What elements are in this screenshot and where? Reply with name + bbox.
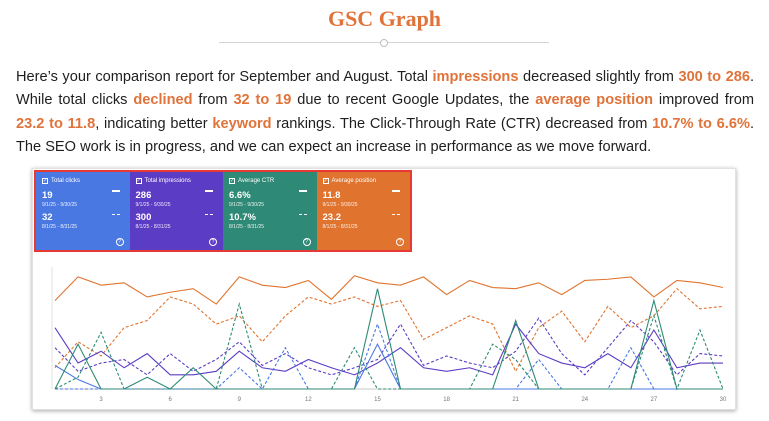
card-header: ✓ Average position xyxy=(322,178,405,184)
metric-card[interactable]: ✓ Average position 11.8 9/1/25 - 9/30/25 23.… xyxy=(316,172,410,250)
x-tick-label: 21 xyxy=(512,397,519,403)
metric-label: Average CTR xyxy=(238,178,275,184)
previous-range: 8/1/25 - 8/31/25 xyxy=(135,224,171,230)
current-value: 6.6% xyxy=(229,190,251,201)
divider-ornament xyxy=(380,39,388,47)
metric-card[interactable]: ✓ Total impressions 286 9/1/25 - 9/30/25 300… xyxy=(129,172,223,250)
solid-line-legend-icon xyxy=(205,190,213,192)
highlight-text: keyword xyxy=(212,115,272,132)
x-tick-label: 18 xyxy=(443,397,450,403)
metric-label: Average position xyxy=(331,178,377,184)
solid-line-legend-icon xyxy=(392,190,400,192)
x-tick-label: 15 xyxy=(374,397,381,403)
comparison-report-text: Here’s your comparison report for Septem… xyxy=(16,66,754,160)
current-range: 9/1/25 - 9/30/25 xyxy=(42,202,78,208)
x-tick-label: 6 xyxy=(169,397,173,403)
current-range: 9/1/25 - 9/30/25 xyxy=(229,202,265,208)
x-tick-label: 12 xyxy=(305,397,312,403)
help-icon[interactable]: ? xyxy=(396,238,404,246)
x-tick-label: 30 xyxy=(720,397,727,403)
series-line xyxy=(54,288,723,390)
report-text: decreased slightly from xyxy=(518,68,679,85)
highlight-text: 10.7% to 6.6% xyxy=(652,115,750,132)
current-value: 11.8 xyxy=(322,190,341,201)
previous-range: 8/1/25 - 8/31/25 xyxy=(42,224,78,230)
help-icon[interactable]: ? xyxy=(209,238,217,246)
highlight-text: impressions xyxy=(432,68,519,85)
solid-line-legend-icon xyxy=(111,190,120,192)
report-text: due to recent Google Updates, the xyxy=(291,92,536,109)
report-text: Here’s your comparison report for Septem… xyxy=(16,68,433,85)
x-tick-label: 3 xyxy=(99,397,103,403)
highlight-text: average position xyxy=(535,92,654,109)
metric-label: Total clicks xyxy=(51,178,81,184)
dashed-line-legend-icon xyxy=(298,214,307,215)
checkbox-icon[interactable]: ✓ xyxy=(322,178,329,184)
checkbox-icon[interactable]: ✓ xyxy=(42,178,48,184)
current-range: 9/1/25 - 9/30/25 xyxy=(135,202,171,208)
current-range: 9/1/25 - 9/30/25 xyxy=(322,202,358,208)
current-value: 19 xyxy=(42,190,53,201)
previous-value: 23.2 xyxy=(322,212,342,223)
help-icon[interactable]: ? xyxy=(115,238,124,246)
highlight-text: 23.2 to 11.8 xyxy=(16,115,96,132)
card-header: ✓ Total clicks xyxy=(42,178,124,184)
previous-value: 10.7% xyxy=(229,212,256,223)
report-text: from xyxy=(192,92,234,109)
previous-value: 32 xyxy=(42,212,53,223)
page-title: GSC Graph xyxy=(327,6,442,31)
series-line xyxy=(54,342,723,390)
current-value: 286 xyxy=(135,190,152,201)
highlight-text: 32 to 19 xyxy=(233,92,292,109)
metric-card[interactable]: ✓ Total clicks 19 9/1/25 - 9/30/25 32 8/1/25 … xyxy=(36,172,130,250)
card-header: ✓ Average CTR xyxy=(229,178,311,184)
dashed-line-legend-icon xyxy=(392,214,400,215)
x-tick-label: 9 xyxy=(238,397,242,403)
series-line xyxy=(54,301,724,391)
card-header: ✓ Total impressions xyxy=(135,178,218,184)
report-text: . The SEO work is in progress, and we ca… xyxy=(16,115,754,156)
report-text: improved from xyxy=(653,92,754,109)
report-text: . While total clicks xyxy=(16,68,755,109)
x-tick-label: 24 xyxy=(581,397,588,403)
series-line xyxy=(55,322,723,390)
checkbox-icon[interactable]: ✓ xyxy=(135,178,142,184)
previous-value: 300 xyxy=(135,212,152,223)
highlight-text: declined xyxy=(133,92,193,109)
metric-label: Total impressions xyxy=(144,178,191,184)
metric-cards: ✓ Total clicks 19 9/1/25 - 9/30/25 32 8/1/25 … xyxy=(34,170,412,252)
report-text: rankings. The Click-Through Rate (CTR) d… xyxy=(271,115,653,132)
gsc-performance-screenshot: ✓ Total clicks 19 9/1/25 - 9/30/25 32 8/1/25 … xyxy=(32,168,736,410)
dashed-line-legend-icon xyxy=(111,214,120,215)
series-line xyxy=(54,275,724,305)
solid-line-legend-icon xyxy=(298,190,307,192)
help-icon[interactable]: ? xyxy=(302,238,311,246)
performance-line-chart: 3 6 9 12 15 18 21 24 27 30 xyxy=(51,267,727,403)
report-text: , indicating better xyxy=(95,115,213,132)
x-tick-label: 27 xyxy=(651,397,658,403)
metric-card[interactable]: ✓ Average CTR 6.6% 9/1/25 - 9/30/25 10.7% 8/1… xyxy=(223,172,317,250)
checkbox-icon[interactable]: ✓ xyxy=(229,178,235,184)
previous-range: 8/1/25 - 8/31/25 xyxy=(322,224,358,230)
highlight-text: 300 to 286 xyxy=(678,68,750,85)
dashed-line-legend-icon xyxy=(205,214,213,215)
previous-range: 8/1/25 - 8/31/25 xyxy=(229,224,265,230)
